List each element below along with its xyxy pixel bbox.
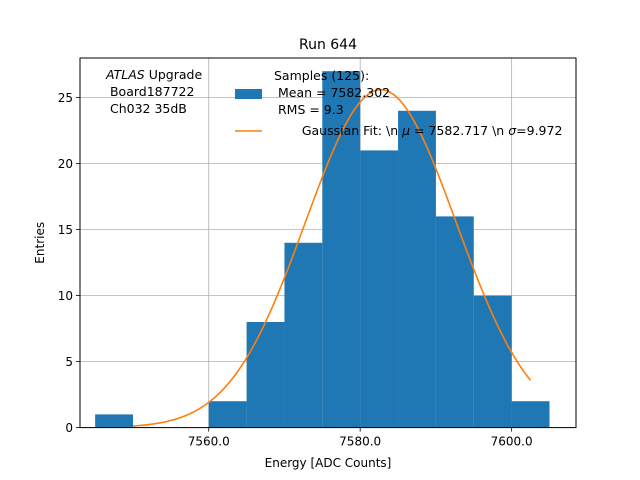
legend-fit-prefix: Gaussian Fit: \n [302,123,402,138]
x-axis-label: Energy [ADC Counts] [265,456,392,470]
y-axis-label: Entries [33,222,47,264]
histogram-bar [473,295,512,428]
y-tick-label: 5 [65,355,73,369]
legend-hist-line-1: Samples (125): [274,68,369,83]
gaussian-fit-layer [132,88,532,427]
histogram-bar [435,216,474,428]
atlas-annotation: ATLAS Upgrade Board187722 Ch032 35dB [105,67,202,116]
histogram-bar [95,414,134,428]
histogram-bar [511,401,550,428]
histogram-bars [95,71,550,428]
y-tick-label: 15 [58,223,73,237]
histogram-bar [322,71,361,428]
x-ticks: 7560.0 7580.0 7600.0 [188,427,533,449]
histogram-bar [208,401,247,428]
chart-title: Run 644 [299,37,357,53]
legend-fit-mu: μ [401,123,410,138]
legend-hist-line-3: RMS = 9.3 [274,102,344,117]
legend-fit-mid: = 7582.717 \n [410,123,508,138]
annotation-upgrade: Upgrade [145,67,203,82]
annotation-line-3: Ch032 35dB [106,101,187,116]
y-tick-label: 25 [58,91,73,105]
legend-hist-line-2: Mean = 7582.302 [274,85,390,100]
annotation-atlas-italic: ATLAS [105,67,145,82]
annotation-line-2: Board187722 [106,84,194,99]
legend-fit-suffix: =9.972 [516,123,562,138]
legend: Samples (125): Mean = 7582.302 RMS = 9.3… [235,68,582,138]
legend-fit-sigma: σ [508,123,517,138]
histogram-bar [284,242,323,428]
x-tick-label: 7560.0 [188,435,230,449]
histogram-bar [398,110,436,428]
annotation-line-1: ATLAS Upgrade [105,67,202,82]
legend-fit-label: Gaussian Fit: \n μ = 7582.717 \n σ=9.972 [274,123,582,138]
x-tick-label: 7580.0 [339,435,381,449]
y-ticks: 0 5 10 15 20 25 [58,91,80,435]
y-tick-label: 10 [58,289,73,303]
y-tick-label: 20 [58,157,73,171]
histogram-bar [360,150,399,428]
gaussian-fit-curve [132,88,532,427]
x-tick-label: 7600.0 [491,435,533,449]
histogram-bar [246,322,285,428]
legend-hist-swatch [235,89,262,99]
axes-frame [79,57,577,429]
y-tick-label: 0 [65,421,73,435]
